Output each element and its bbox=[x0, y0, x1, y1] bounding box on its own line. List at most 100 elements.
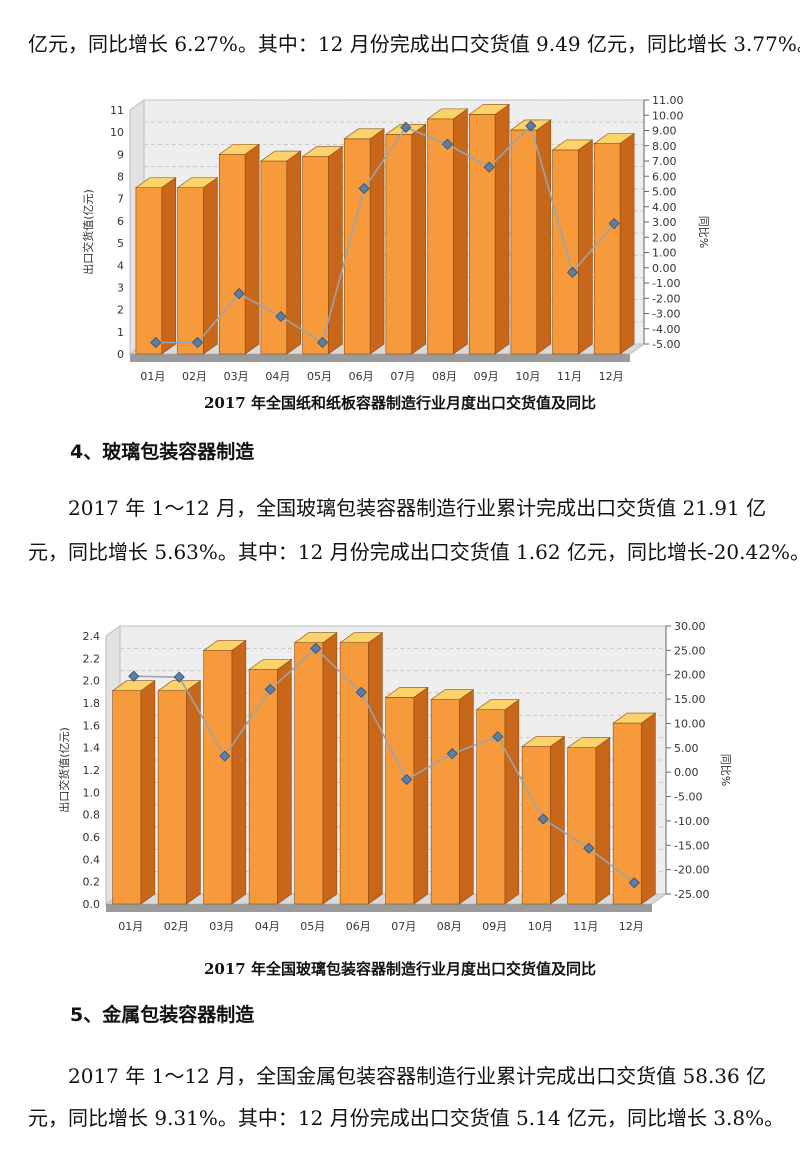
yoy-point bbox=[400, 121, 412, 134]
bar-side bbox=[244, 143, 260, 355]
x-tick-label: 04月 bbox=[255, 920, 280, 933]
x-tick-label: 10月 bbox=[515, 370, 540, 383]
bar bbox=[203, 650, 233, 905]
bar bbox=[157, 690, 187, 905]
chart-caption-glass: 2017 年全国玻璃包装容器制造行业月度出口交货值及同比 bbox=[204, 960, 596, 978]
x-tick-label: 11月 bbox=[573, 920, 598, 933]
y2-tick-label: 3.00 bbox=[652, 216, 677, 229]
x-tick-label: 10月 bbox=[528, 920, 553, 933]
y2-tick-label: -15.00 bbox=[674, 839, 709, 852]
y2-tick-label: -2.00 bbox=[652, 292, 680, 305]
bar bbox=[427, 118, 454, 355]
bar-side bbox=[550, 735, 565, 905]
x-tick-label: 07月 bbox=[391, 920, 416, 933]
bar-top bbox=[111, 680, 156, 692]
x-tick-label: 08月 bbox=[437, 920, 462, 933]
y-tick-label: 1.8 bbox=[83, 697, 101, 710]
y-tick-label: 2.2 bbox=[83, 652, 101, 665]
chart-glass-container: 0.0 0.2 0.4 0.6 0.8 1.0 1.2 1.4 1.6 1.8 2.0 2.2 2.4 -… bbox=[0, 614, 800, 944]
y2-tick-label: -20.00 bbox=[674, 864, 709, 877]
bar bbox=[294, 642, 324, 905]
y-tick-label: 5 bbox=[117, 237, 124, 250]
bar-top bbox=[259, 150, 302, 162]
x-tick-label: 01月 bbox=[118, 920, 143, 933]
y-tick-label: 10 bbox=[110, 126, 124, 139]
bar-side bbox=[494, 103, 510, 355]
x-tick-label: 02月 bbox=[182, 370, 207, 383]
yoy-point bbox=[401, 773, 413, 786]
bar-side bbox=[231, 639, 247, 905]
x-tick-label: 12月 bbox=[599, 370, 624, 383]
y2-axis-title: 同比% bbox=[697, 216, 710, 248]
y2-tick-label: 5.00 bbox=[652, 186, 677, 199]
y-tick-label: 7 bbox=[117, 193, 124, 206]
y2-tick-label: -5.00 bbox=[652, 338, 680, 351]
bar bbox=[593, 143, 621, 355]
bar bbox=[385, 697, 415, 905]
yoy-point bbox=[150, 336, 162, 349]
yoy-point bbox=[275, 310, 287, 323]
y2-tick-label: -25.00 bbox=[674, 888, 709, 901]
y2-tick-label: 5.00 bbox=[674, 742, 699, 755]
bar-top bbox=[551, 139, 594, 151]
y2-tick-label: 15.00 bbox=[674, 693, 706, 706]
bar-top bbox=[430, 689, 475, 700]
bar bbox=[552, 149, 579, 355]
bar-side bbox=[578, 139, 593, 355]
bar-side bbox=[641, 712, 656, 905]
bar-top bbox=[134, 177, 177, 188]
bar-top bbox=[293, 632, 338, 644]
x-tick-label: 05月 bbox=[300, 920, 325, 933]
y2-tick-label: 30.00 bbox=[674, 620, 706, 633]
y-tick-label: 3 bbox=[117, 281, 124, 294]
bar-top bbox=[248, 659, 293, 670]
bar bbox=[112, 690, 142, 905]
bar-side bbox=[411, 123, 427, 355]
heading-metal: 5、金属包装容器制造 bbox=[70, 1004, 255, 1026]
chart-paper-svg: 0 1 2 3 4 5 6 7 8 9 10 11 -5.00 -4.00 -3.00 -2.00 -1.00 0… bbox=[81, 94, 710, 383]
yoy-point bbox=[310, 642, 322, 654]
bar-side bbox=[186, 680, 201, 905]
y-tick-label: 6 bbox=[117, 215, 124, 228]
x-tick-label: 11月 bbox=[557, 370, 582, 383]
y-tick-label: 0.4 bbox=[83, 853, 101, 866]
x-tick-label: 06月 bbox=[349, 370, 374, 383]
bar-top bbox=[218, 144, 261, 155]
y-tick-label: 2 bbox=[117, 304, 124, 317]
y2-tick-label: 11.00 bbox=[652, 94, 684, 107]
bar-top bbox=[475, 699, 520, 710]
bar bbox=[135, 187, 163, 355]
y2-tick-label: 0.00 bbox=[674, 766, 699, 779]
x-tick-label: 03月 bbox=[209, 920, 234, 933]
bar-top bbox=[566, 737, 611, 748]
y-tick-label: 2.4 bbox=[83, 630, 101, 643]
yoy-point bbox=[316, 336, 329, 349]
y2-tick-label: 20.00 bbox=[674, 669, 706, 682]
y2-tick-label: -5.00 bbox=[674, 791, 702, 804]
bar bbox=[510, 129, 538, 355]
y-tick-label: 8 bbox=[117, 171, 124, 184]
bar-top bbox=[593, 133, 636, 144]
chart-glass-svg: 0.0 0.2 0.4 0.6 0.8 1.0 1.2 1.4 1.6 1.8 2.0 2.2 2.4 -… bbox=[57, 620, 732, 933]
y2-tick-label: 8.00 bbox=[652, 140, 677, 153]
bar-top bbox=[339, 632, 384, 644]
yoy-point bbox=[358, 182, 370, 195]
bar bbox=[260, 160, 288, 355]
bar-side bbox=[161, 177, 177, 355]
bar bbox=[567, 747, 597, 905]
y2-tick-label: -4.00 bbox=[652, 323, 680, 336]
bar-top bbox=[202, 640, 247, 651]
y2-tick-label: -10.00 bbox=[674, 815, 709, 828]
y2-tick-label: 9.00 bbox=[652, 125, 677, 138]
y-tick-label: 0.8 bbox=[83, 809, 101, 822]
x-tick-label: 01月 bbox=[140, 370, 165, 383]
x-tick-label: 08月 bbox=[432, 370, 457, 383]
yoy-point bbox=[264, 683, 276, 695]
bar bbox=[430, 699, 460, 905]
yoy-point bbox=[566, 266, 579, 278]
x-tick-label: 06月 bbox=[346, 920, 371, 933]
bar bbox=[248, 669, 278, 905]
yoy-point bbox=[608, 217, 620, 230]
bar bbox=[177, 187, 204, 355]
chart-caption-paper: 2017 年全国纸和纸板容器制造行业月度出口交货值及同比 bbox=[204, 394, 596, 412]
